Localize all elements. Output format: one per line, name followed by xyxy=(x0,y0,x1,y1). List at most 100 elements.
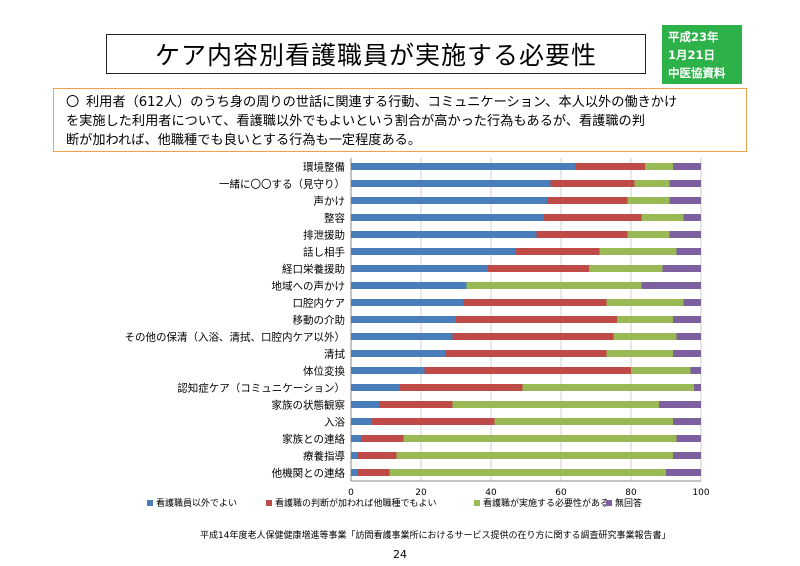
bar-segment xyxy=(631,367,691,374)
bar-segment xyxy=(606,299,684,306)
bar-segment xyxy=(673,418,701,425)
bar-segment xyxy=(627,231,670,238)
x-tick-label: 60 xyxy=(555,488,567,498)
bar-segment xyxy=(463,299,607,306)
legend-swatch xyxy=(266,500,272,506)
bar-segment xyxy=(666,469,701,476)
category-label: その他の保清（入浴、清拭、口腔内ケア以外） xyxy=(125,331,346,344)
x-tick-label: 80 xyxy=(625,488,637,498)
bar-segment xyxy=(452,401,659,408)
bar-segment xyxy=(589,265,663,272)
bar-segment xyxy=(403,435,677,442)
category-label: 家族との連絡 xyxy=(282,433,345,446)
category-label: 清拭 xyxy=(324,348,345,361)
bar-segment xyxy=(351,282,467,289)
legend-label: 看護職が実施する必要性がある xyxy=(483,497,609,509)
legend-swatch xyxy=(606,500,612,506)
bar-segment xyxy=(351,469,358,476)
bar-segment xyxy=(452,333,614,340)
bar-segment xyxy=(351,214,544,221)
bar-segment xyxy=(358,469,390,476)
bar-segment xyxy=(400,384,523,391)
source-footnote: 平成14年度老人保健健康増進等事業「訪問看護事業所におけるサービス提供の在り方に… xyxy=(200,531,671,541)
legend-label: 看護職の判断が加われば他職種でもよい xyxy=(275,497,437,509)
bar-segment xyxy=(372,418,495,425)
category-label: 移動の介助 xyxy=(293,314,346,327)
bar-segment xyxy=(351,197,547,204)
bar-segment xyxy=(358,452,397,459)
bar-segment xyxy=(351,452,358,459)
bar-segment xyxy=(351,248,516,255)
bar-segment xyxy=(351,350,446,357)
bar-segment xyxy=(547,197,628,204)
x-tick-label: 100 xyxy=(692,488,709,498)
bar-segment xyxy=(536,231,628,238)
category-label: 家族の状態観察 xyxy=(272,399,346,412)
category-label: 一緒に〇〇する（見守り） xyxy=(219,178,345,191)
category-label: 入浴 xyxy=(324,417,345,429)
bar-segment xyxy=(361,435,404,442)
bar-segment xyxy=(673,163,701,170)
bar-segment xyxy=(543,214,642,221)
bar-segment xyxy=(645,163,673,170)
category-label: 排泄援助 xyxy=(303,229,345,242)
bar-segment xyxy=(351,265,488,272)
bar-segment xyxy=(351,180,551,187)
bar-segment xyxy=(466,282,642,289)
bar-segment xyxy=(487,265,589,272)
summary-line-2: を実施した利用者について、看護職以外でもよいという割合が高かった行為もあるが、看… xyxy=(66,114,645,129)
bar-segment xyxy=(599,248,677,255)
legend-label: 無回答 xyxy=(615,497,642,509)
category-label: 話し相手 xyxy=(303,246,345,259)
bar-segment xyxy=(351,231,537,238)
bar-segment xyxy=(676,435,701,442)
category-label: 経口栄養援助 xyxy=(282,263,345,276)
bar-segment xyxy=(659,401,701,408)
source-badge: 平成23年 1月21日 中医協資料 xyxy=(662,25,742,84)
bar-segment xyxy=(669,231,701,238)
summary-bullet: 〇 xyxy=(66,95,80,110)
bar-segment xyxy=(351,163,575,170)
category-label: 療養指導 xyxy=(303,450,345,463)
bar-segment xyxy=(634,180,670,187)
bar-segment xyxy=(694,384,701,391)
bar-segment xyxy=(683,299,701,306)
legend-swatch xyxy=(147,500,153,506)
page-number: 24 xyxy=(393,548,407,561)
x-tick-label: 40 xyxy=(485,488,497,498)
bar-segment xyxy=(606,350,673,357)
page-title-text: ケア内容別看護職員が実施する必要性 xyxy=(154,41,597,70)
x-tick-label: 20 xyxy=(415,488,427,498)
bar-segment xyxy=(351,401,379,408)
bar-segment xyxy=(627,197,670,204)
bar-segment xyxy=(351,418,372,425)
summary-note: 〇利用者（612人）のうち身の周りの世話に関連する行動、コミュニケーション、本人… xyxy=(53,88,747,152)
bar-segment xyxy=(351,316,456,323)
bar-segment xyxy=(494,418,673,425)
bar-segment xyxy=(683,214,701,221)
category-label: 声かけ xyxy=(314,195,346,208)
bar-segment xyxy=(613,333,677,340)
bar-segment xyxy=(351,367,425,374)
bar-segment xyxy=(379,401,453,408)
category-label: 体位変換 xyxy=(303,365,345,378)
bar-segment xyxy=(424,367,631,374)
summary-line-1: 〇利用者（612人）のうち身の周りの世話に関連する行動、コミュニケーション、本人… xyxy=(66,93,736,112)
category-label: 他機関との連絡 xyxy=(272,467,346,480)
bar-segment xyxy=(351,333,453,340)
bar-segment xyxy=(690,367,701,374)
bar-segment xyxy=(351,299,463,306)
bar-segment xyxy=(445,350,607,357)
summary-text-1: 利用者（612人）のうち身の周りの世話に関連する行動、コミュニケーション、本人以… xyxy=(86,95,678,110)
bar-segment xyxy=(673,316,701,323)
badge-line-date-day: 1月21日 xyxy=(668,48,716,62)
bar-segment xyxy=(575,163,645,170)
legend-label: 看護職員以外でよい xyxy=(156,497,237,509)
bar-segment xyxy=(676,248,701,255)
bar-segment xyxy=(617,316,673,323)
bar-segment xyxy=(351,384,400,391)
bar-segment xyxy=(662,265,701,272)
category-label: 口腔内ケア xyxy=(293,297,346,310)
bar-segment xyxy=(396,452,673,459)
